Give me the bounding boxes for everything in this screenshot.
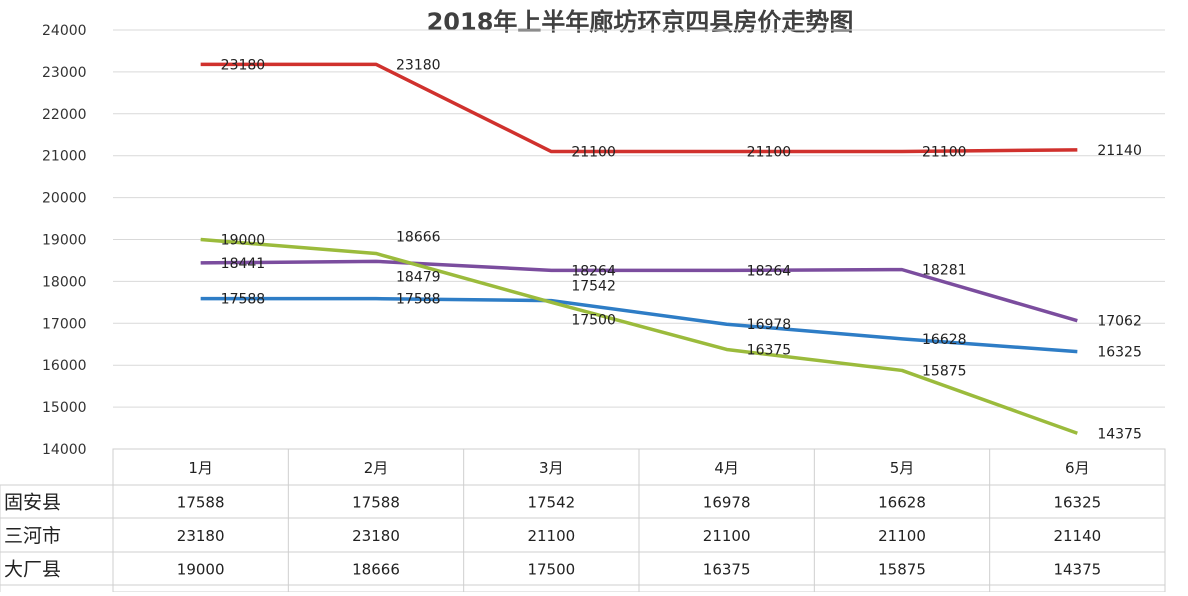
data-label: 18666	[396, 229, 441, 245]
series-line	[201, 64, 1078, 151]
data-label: 16375	[747, 342, 792, 358]
data-label: 17500	[571, 312, 616, 328]
table-cell: 14375	[1053, 561, 1101, 579]
table-cell: 16325	[1053, 494, 1101, 512]
table-cell: 21100	[703, 527, 751, 545]
table-row-label: 三河市	[4, 525, 61, 547]
y-tick-label: 23000	[42, 65, 87, 81]
data-label: 17588	[396, 292, 441, 308]
data-label: 18264	[747, 263, 792, 279]
y-tick-label: 15000	[42, 400, 87, 416]
y-tick-label: 14000	[42, 442, 87, 458]
table-cell: 18666	[352, 561, 400, 579]
y-tick-label: 17000	[42, 316, 87, 332]
data-label: 16628	[922, 332, 967, 348]
table-cell: 19000	[177, 561, 225, 579]
x-tick-label: 2月	[364, 459, 389, 477]
table-cell: 21100	[527, 527, 575, 545]
data-label: 18479	[396, 269, 441, 285]
table-cell: 15875	[878, 561, 926, 579]
table-cell: 23180	[352, 527, 400, 545]
gridlines	[113, 30, 1165, 407]
data-label: 18281	[922, 263, 967, 279]
y-tick-label: 21000	[42, 149, 87, 165]
data-label: 16978	[747, 317, 792, 333]
table-cell: 16978	[703, 494, 751, 512]
y-tick-label: 22000	[42, 107, 87, 123]
y-tick-label: 20000	[42, 191, 87, 207]
data-label: 21140	[1097, 143, 1142, 159]
data-label: 17588	[221, 292, 266, 308]
table-cell: 17588	[352, 494, 400, 512]
data-label: 21100	[571, 145, 616, 161]
y-tick-label: 19000	[42, 233, 87, 249]
table-row-label: 固安县	[4, 492, 61, 514]
x-tick-label: 3月	[539, 459, 564, 477]
chart-title: 2018年上半年廊坊环京四县房价走势图	[427, 8, 854, 36]
table-cell: 16628	[878, 494, 926, 512]
data-label: 18264	[571, 263, 616, 279]
x-tick-label: 1月	[188, 459, 213, 477]
table-cell: 23180	[177, 527, 225, 545]
table-cell: 21140	[1053, 527, 1101, 545]
data-label: 21100	[922, 145, 967, 161]
data-label: 19000	[221, 233, 266, 249]
table-cell: 17588	[177, 494, 225, 512]
data-label: 23180	[221, 57, 266, 73]
data-labels: 23180 23180 21100 21100 21100 21140 18441 18479…	[221, 57, 1142, 442]
y-axis: 14000 15000 16000 17000 18000 19000 20000 21000…	[42, 23, 87, 458]
x-tick-label: 5月	[890, 459, 915, 477]
data-label: 17062	[1097, 314, 1142, 330]
data-label: 14375	[1097, 426, 1142, 442]
table-row-label: 大厂县	[4, 559, 61, 581]
data-label: 23180	[396, 57, 441, 73]
y-tick-label: 16000	[42, 358, 87, 374]
table-cell: 16375	[703, 561, 751, 579]
table-cell: 21100	[878, 527, 926, 545]
data-label: 17542	[571, 279, 616, 295]
data-label: 15875	[922, 363, 967, 379]
table-cell: 17500	[527, 561, 575, 579]
x-tick-label: 4月	[714, 459, 739, 477]
x-tick-label: 6月	[1065, 459, 1090, 477]
y-tick-label: 18000	[42, 274, 87, 290]
table-cell: 17542	[527, 494, 575, 512]
data-label: 18441	[221, 256, 266, 272]
data-label: 16325	[1097, 345, 1142, 361]
data-label: 21100	[747, 145, 792, 161]
y-tick-label: 24000	[42, 23, 87, 39]
